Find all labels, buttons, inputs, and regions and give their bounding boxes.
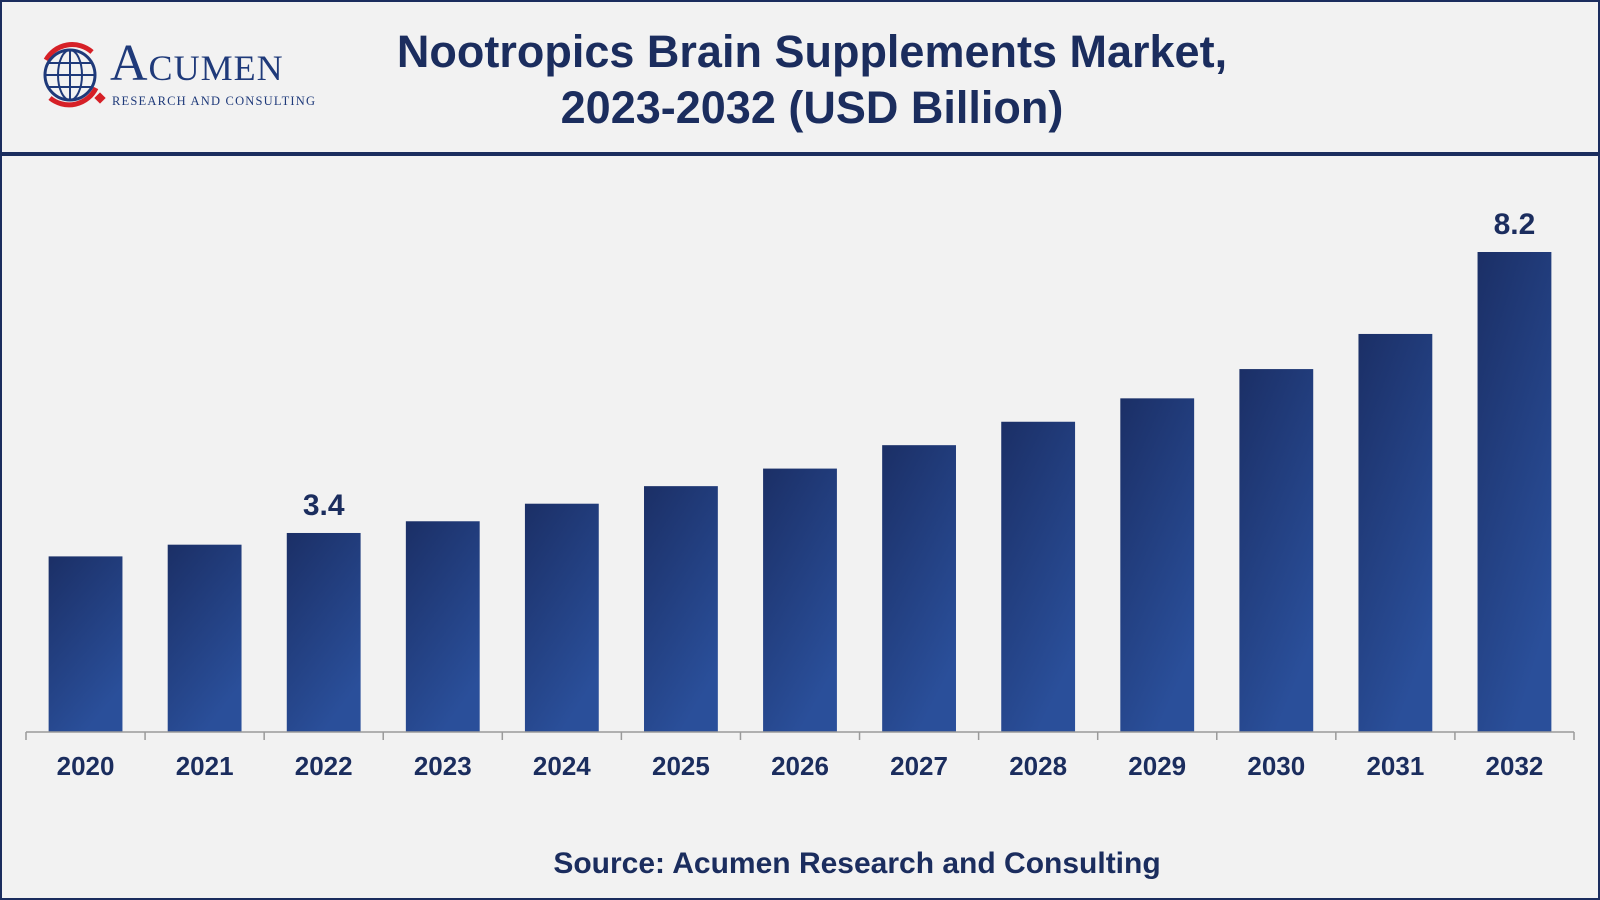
x-tick-label: 2024 (533, 751, 591, 781)
header: Acumen RESEARCH AND CONSULTING Nootropic… (2, 2, 1598, 156)
globe-icon (43, 42, 106, 108)
bar-2024 (524, 503, 599, 732)
x-axis-ticks (25, 732, 1575, 740)
x-tick-label: 2028 (1009, 751, 1067, 781)
bar-2023 (405, 521, 480, 732)
x-tick-label: 2031 (1366, 751, 1424, 781)
bar-2028 (1001, 421, 1076, 732)
data-label-2022: 3.4 (303, 489, 345, 522)
bar-2032 (1477, 252, 1552, 732)
bar-2020 (48, 556, 123, 732)
bar-2021 (167, 544, 242, 732)
chart-title-line-2: 2023-2032 (USD Billion) (560, 82, 1064, 133)
bar-group (48, 252, 1552, 732)
logo-name: Acumen (110, 35, 284, 92)
data-label-2032: 8.2 (1494, 208, 1536, 241)
x-tick-label: 2030 (1247, 751, 1305, 781)
bar-2022 (286, 532, 361, 732)
chart-title: Nootropics Brain Supplements Market, 202… (342, 24, 1282, 136)
source-note: Source: Acumen Research and Consulting (553, 847, 1161, 880)
x-tick-label: 2027 (890, 751, 948, 781)
x-tick-label: 2023 (414, 751, 472, 781)
chart-title-line-1: Nootropics Brain Supplements Market, (396, 26, 1228, 77)
x-tick-label: 2025 (652, 751, 710, 781)
bar-2029 (1120, 398, 1195, 732)
logo-tagline: RESEARCH AND CONSULTING (112, 94, 317, 108)
x-tick-label: 2032 (1486, 751, 1544, 781)
x-tick-label: 2026 (771, 751, 829, 781)
x-tick-label: 2021 (176, 751, 234, 781)
bar-2026 (763, 468, 837, 732)
bar-2025 (644, 486, 718, 732)
bar-chart: 2020 2021 2022 2023 2024 2025 2026 2027 2028 2029… (25, 208, 1575, 781)
x-tick-label: 2020 (57, 751, 115, 781)
company-logo: Acumen RESEARCH AND CONSULTING (30, 32, 340, 112)
bar-2030 (1239, 369, 1314, 732)
x-tick-label: 2029 (1128, 751, 1186, 781)
x-tick-label: 2022 (295, 751, 353, 781)
data-labels: 3.4 8.2 (303, 208, 1535, 522)
bar-2027 (882, 445, 956, 732)
x-axis-labels: 2020 2021 2022 2023 2024 2025 2026 2027 2028 2029… (57, 751, 1544, 781)
bar-2031 (1358, 333, 1433, 732)
